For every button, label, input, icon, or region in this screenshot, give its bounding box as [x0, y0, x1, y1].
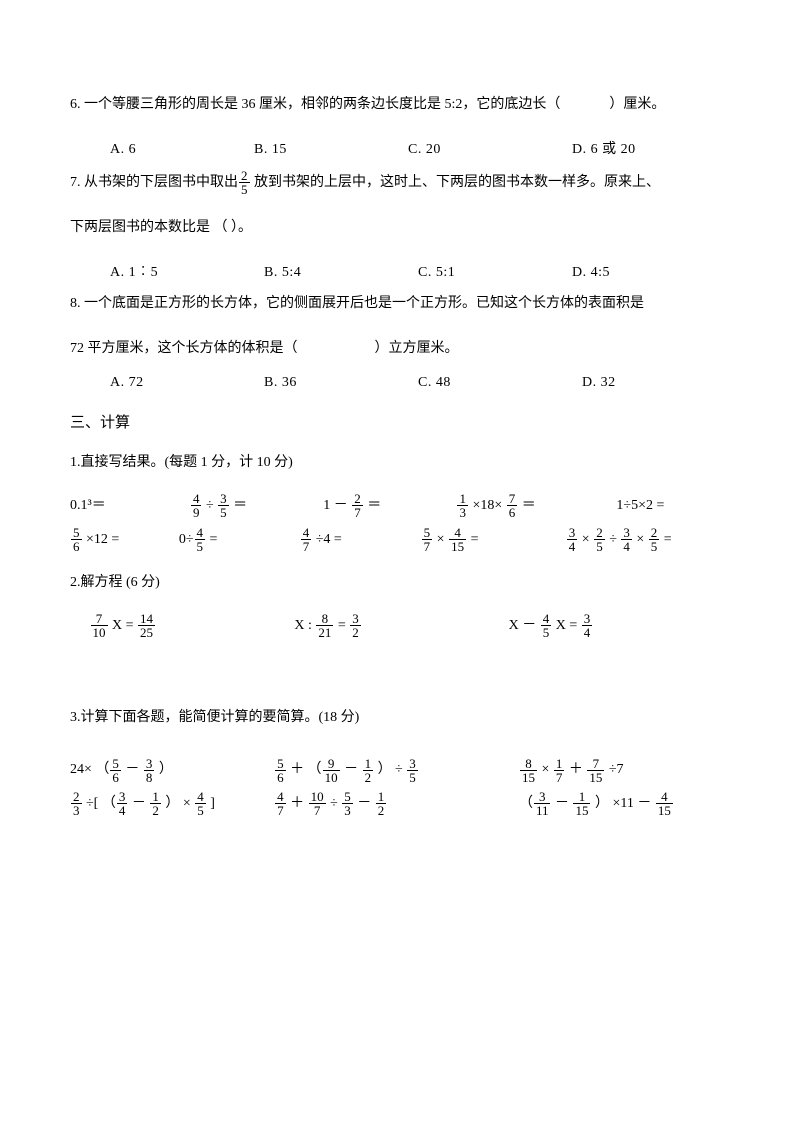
frac: 415 — [449, 526, 466, 553]
q6-text-b: ）厘米。 — [609, 97, 665, 112]
q8-l2b: ）立方厘米。 — [375, 341, 459, 356]
sub3-title: 3.计算下面各题，能简便计算的要简算。(18 分) — [70, 703, 723, 734]
s3-row2: 23 ÷[ （34 － 12 ） × 45 ] 47 ＋ 107 ÷ 53 － … — [70, 787, 723, 821]
frac: 34 — [117, 790, 128, 817]
s1r2c: 47 ÷4 = — [300, 523, 421, 557]
s1r2b: 0÷45 = — [179, 523, 300, 557]
frac: 415 — [656, 790, 673, 817]
q7-line2: 下两层图书的本数比是 （ ）。 — [70, 213, 723, 244]
s1-row1: 0.1³＝ 49 ÷ 35 ＝ 1 － 27 ＝ 13 ×18× 76 ＝ 1÷… — [70, 489, 723, 523]
q7-choice-c: C. 5:1 — [418, 258, 568, 289]
q6-text-a: 6. 一个等腰三角形的周长是 36 厘米，相邻的两条边长度比是 5:2，它的底边… — [70, 97, 560, 112]
s3r2a: 23 ÷[ （34 － 12 ） × 45 ] — [70, 787, 274, 821]
s3r2c: （311 － 115 ） ×11 － 415 — [519, 787, 723, 821]
frac: 13 — [457, 492, 468, 519]
frac: 35 — [218, 492, 229, 519]
frac: 57 — [422, 526, 433, 553]
q8-choices: A. 72 B. 36 C. 48 D. 32 — [70, 368, 723, 399]
frac: 815 — [520, 757, 537, 784]
s3r1a: 24× （56 － 38 ） — [70, 753, 274, 787]
frac: 910 — [323, 757, 340, 784]
q8-choice-c: C. 48 — [418, 368, 578, 399]
s2-row: 710 X = 1425 X : 821 = 32 X － 45 X = 34 — [70, 609, 723, 643]
frac: 821 — [316, 612, 333, 639]
frac: 34 — [567, 526, 578, 553]
frac: 25 — [649, 526, 660, 553]
s3-row1: 24× （56 － 38 ） 56 ＋ （910 － 12 ） ÷ 35 815… — [70, 753, 723, 787]
s2c: X － 45 X = 34 — [509, 609, 723, 643]
s1r1b: 49 ÷ 35 ＝ — [190, 489, 323, 523]
frac: 12 — [376, 790, 387, 817]
q7-choice-d: D. 4:5 — [572, 258, 610, 289]
frac: 35 — [407, 757, 418, 784]
s1r2e: 34 × 25 ÷ 34 × 25 = — [566, 523, 723, 557]
s3r2b: 47 ＋ 107 ÷ 53 － 12 — [274, 787, 519, 821]
q6-choice-d: D. 6 或 20 — [572, 135, 636, 166]
frac: 23 — [71, 790, 82, 817]
q7-choice-b: B. 5:4 — [264, 258, 414, 289]
s3r1c: 815 × 17 ＋ 715 ÷7 — [519, 753, 723, 787]
frac: 76 — [507, 492, 518, 519]
s1r1d: 13 ×18× 76 ＝ — [456, 489, 616, 523]
q8-choice-a: A. 72 — [110, 368, 260, 399]
frac: 27 — [352, 492, 363, 519]
q8-l2a: 72 平方厘米，这个长方体的体积是（ — [70, 341, 298, 356]
q6-choices: A. 6 B. 15 C. 20 D. 6 或 20 — [70, 135, 723, 166]
blank — [564, 97, 606, 112]
q8-choice-d: D. 32 — [582, 368, 616, 399]
frac: 53 — [342, 790, 353, 817]
question-6: 6. 一个等腰三角形的周长是 36 厘米，相邻的两条边长度比是 5:2，它的底边… — [70, 90, 723, 121]
frac: 715 — [587, 757, 604, 784]
frac: 56 — [110, 757, 121, 784]
frac: 12 — [150, 790, 161, 817]
s1r1a: 0.1³＝ — [70, 489, 190, 523]
q6-choice-a: A. 6 — [110, 135, 250, 166]
s2a: 710 X = 1425 — [80, 609, 294, 643]
frac: 38 — [144, 757, 155, 784]
s1r1e: 1÷5×2 = — [616, 489, 723, 523]
frac: 56 — [275, 757, 286, 784]
frac: 311 — [534, 790, 551, 817]
q7-frac: 25 — [239, 169, 250, 196]
frac: 34 — [621, 526, 632, 553]
q8-choice-b: B. 36 — [264, 368, 414, 399]
frac: 34 — [582, 612, 593, 639]
question-7: 7. 从书架的下层图书中取出25 放到书架的上层中，这时上、下两层的图书本数一样… — [70, 166, 723, 200]
question-8-line1: 8. 一个底面是正方形的长方体，它的侧面展开后也是一个正方形。已知这个长方体的表… — [70, 289, 723, 320]
q6-choice-b: B. 15 — [254, 135, 404, 166]
frac: 49 — [191, 492, 202, 519]
s1r2d: 57 × 415 = — [421, 523, 566, 557]
frac: 17 — [554, 757, 565, 784]
frac: 47 — [301, 526, 312, 553]
blank — [301, 341, 371, 356]
section-3-title: 三、计算 — [70, 407, 723, 440]
q7-choices: A. 1︰5 B. 5:4 C. 5:1 D. 4:5 — [70, 258, 723, 289]
q7-pre: 7. 从书架的下层图书中取出 — [70, 175, 238, 190]
workspace — [70, 643, 723, 703]
frac: 47 — [275, 790, 286, 817]
frac: 45 — [541, 612, 552, 639]
frac: 1425 — [138, 612, 155, 639]
worksheet-page: 6. 一个等腰三角形的周长是 36 厘米，相邻的两条边长度比是 5:2，它的底边… — [0, 0, 793, 881]
s1r1c: 1 － 27 ＝ — [323, 489, 456, 523]
frac: 12 — [363, 757, 374, 784]
s3r1b: 56 ＋ （910 － 12 ） ÷ 35 — [274, 753, 519, 787]
s2b: X : 821 = 32 — [294, 609, 508, 643]
s1r2a: 56 ×12 = — [70, 523, 179, 557]
sub1-title: 1.直接写结果。(每题 1 分，计 10 分) — [70, 448, 723, 479]
frac: 45 — [195, 790, 206, 817]
frac: 107 — [309, 790, 326, 817]
frac: 25 — [594, 526, 605, 553]
frac: 710 — [91, 612, 108, 639]
s1-row2: 56 ×12 = 0÷45 = 47 ÷4 = 57 × 415 = 34 × … — [70, 523, 723, 557]
frac: 45 — [195, 526, 206, 553]
q7-post: 放到书架的上层中，这时上、下两层的图书本数一样多。原来上、 — [251, 175, 661, 190]
sub2-title: 2.解方程 (6 分) — [70, 568, 723, 599]
q6-choice-c: C. 20 — [408, 135, 568, 166]
frac: 115 — [573, 790, 590, 817]
frac: 32 — [350, 612, 361, 639]
q7-choice-a: A. 1︰5 — [110, 258, 260, 289]
question-8-line2: 72 平方厘米，这个长方体的体积是（ ）立方厘米。 — [70, 334, 723, 365]
frac: 56 — [71, 526, 82, 553]
